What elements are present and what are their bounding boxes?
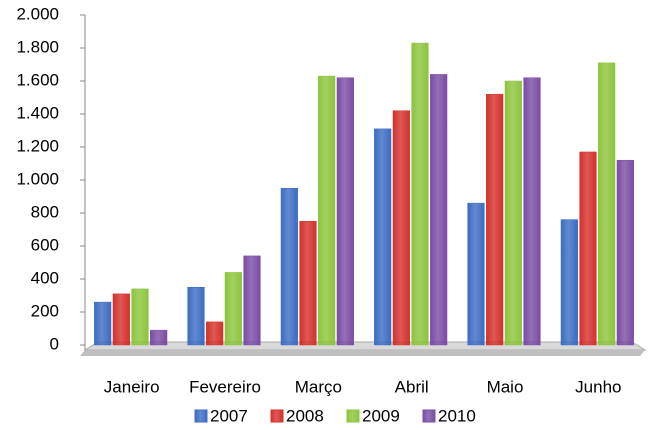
legend-swatch: [270, 409, 284, 423]
legend-swatch: [194, 409, 208, 423]
bar: [486, 93, 504, 346]
y-tick-label: 1.600: [16, 70, 59, 89]
bar: [280, 188, 298, 346]
bar: [467, 202, 485, 346]
y-tick-label: 2.000: [16, 4, 59, 23]
y-tick-label: 600: [31, 235, 59, 254]
bar: [336, 77, 354, 346]
y-tick-label: 1.800: [16, 37, 59, 56]
bar: [112, 293, 130, 346]
bar: [299, 221, 317, 346]
y-tick-label: 0: [50, 334, 59, 353]
x-tick-label: Junho: [575, 377, 621, 396]
x-tick-label: Março: [295, 377, 342, 396]
legend-label: 2010: [438, 406, 476, 425]
bar: [598, 62, 616, 346]
bar: [187, 287, 205, 346]
floor-edge: [80, 350, 645, 356]
bar: [560, 219, 578, 346]
y-tick-label: 400: [31, 268, 59, 287]
bar: [150, 329, 168, 346]
bar: [206, 321, 224, 346]
bar: [224, 272, 242, 346]
bar: [243, 255, 261, 346]
y-tick-label: 1.200: [16, 136, 59, 155]
y-tick-label: 800: [31, 202, 59, 221]
y-tick-label: 1.000: [16, 169, 59, 188]
x-tick-label: Abril: [395, 377, 429, 396]
bar: [392, 110, 410, 346]
bar: [411, 42, 429, 346]
y-tick-label: 200: [31, 301, 59, 320]
bar: [616, 159, 634, 346]
legend-swatch: [422, 409, 436, 423]
bar: [523, 77, 541, 346]
x-tick-label: Fevereiro: [189, 377, 261, 396]
x-tick-label: Janeiro: [104, 377, 160, 396]
bar: [318, 75, 336, 346]
bar: [504, 80, 522, 346]
legend-label: 2007: [210, 406, 248, 425]
legend-label: 2009: [362, 406, 400, 425]
legend-swatch: [346, 409, 360, 423]
y-tick-label: 1.400: [16, 103, 59, 122]
x-tick-label: Maio: [487, 377, 524, 396]
legend-label: 2008: [286, 406, 324, 425]
bar: [579, 151, 597, 346]
bar: [131, 288, 149, 346]
bar: [430, 74, 448, 346]
bar: [94, 301, 112, 346]
bar: [374, 128, 392, 346]
